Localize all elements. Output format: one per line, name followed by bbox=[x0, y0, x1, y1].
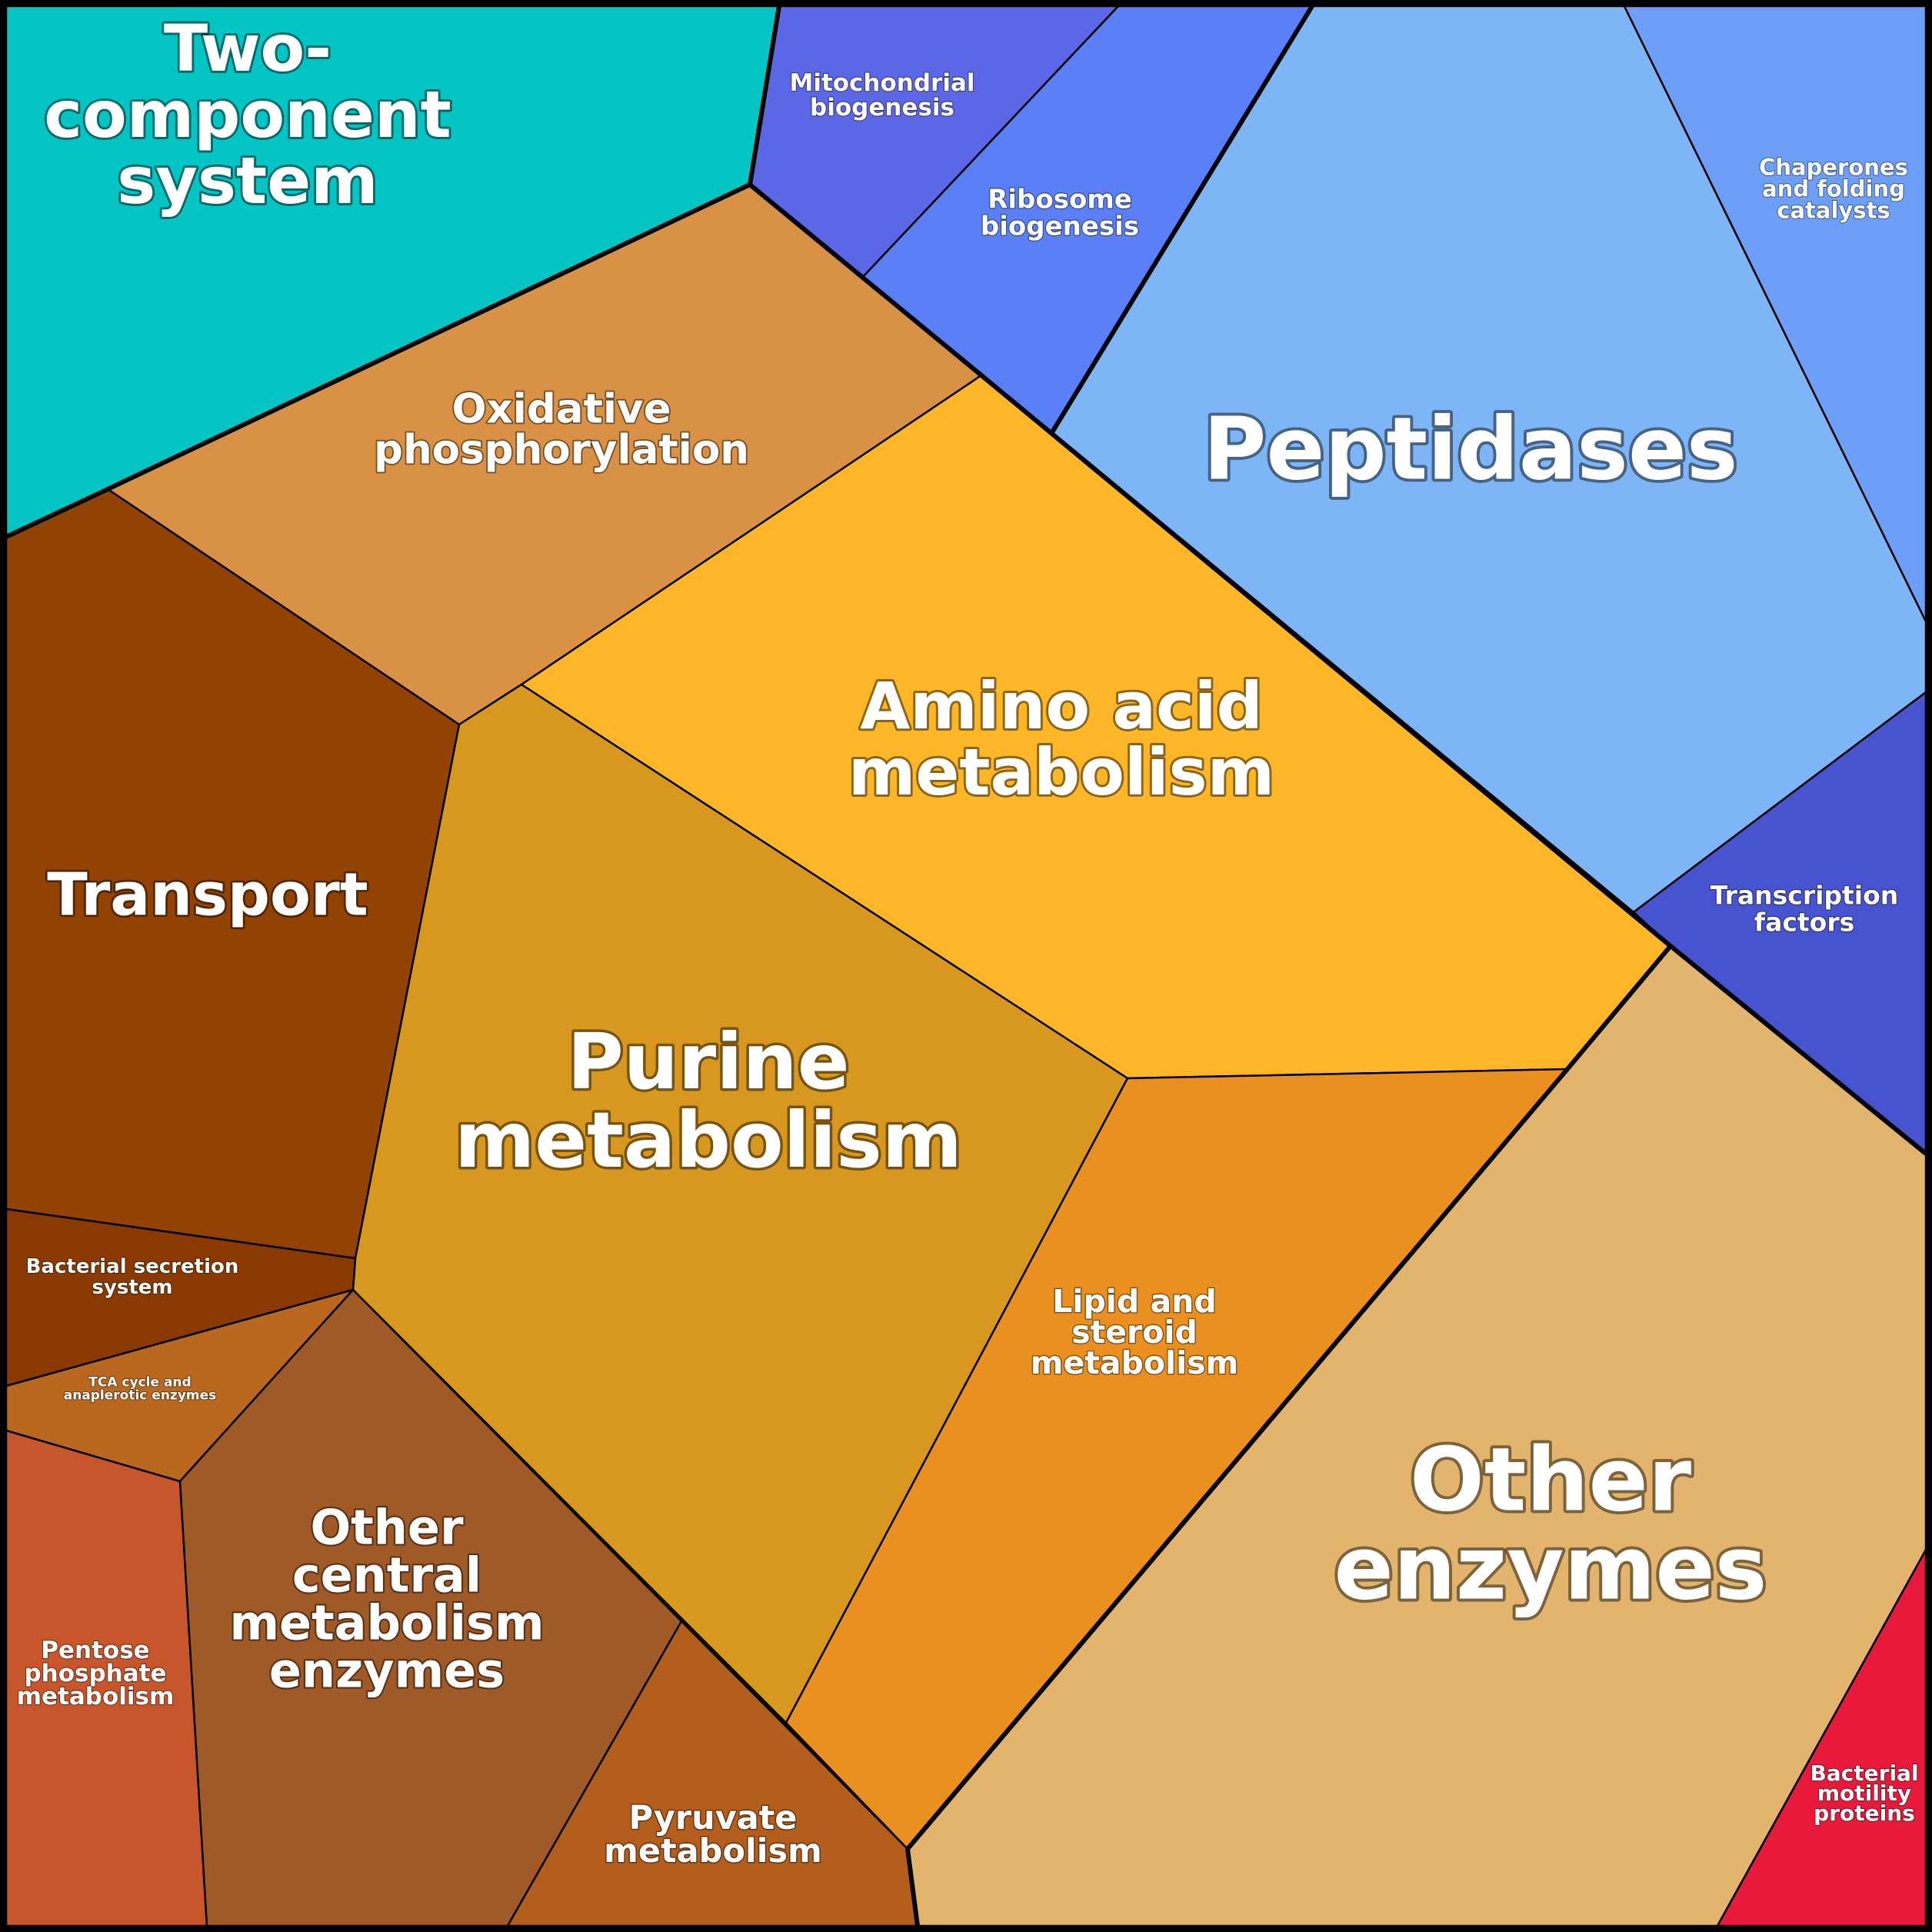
label-line: Ribosome bbox=[988, 185, 1132, 215]
group-border bbox=[1050, 5, 1314, 434]
label-line: Two- bbox=[164, 11, 331, 86]
label-line: metabolism bbox=[455, 1095, 962, 1185]
label-line: system bbox=[92, 1276, 172, 1299]
label-transport: Transport bbox=[47, 861, 368, 930]
label-ribosome: Ribosome biogenesis bbox=[981, 185, 1139, 242]
label-line: Purine bbox=[567, 1017, 849, 1107]
label-line: Pentose bbox=[41, 1637, 149, 1664]
label-line: Transport bbox=[47, 861, 368, 930]
label-line: biogenesis bbox=[981, 212, 1139, 242]
label-pyruvate: Pyruvate metabolism bbox=[604, 1799, 822, 1870]
label-tca: TCA cycle and anaplerotic enzymes bbox=[64, 1375, 217, 1404]
label-line: Mitochondrial bbox=[789, 69, 974, 97]
label-line: and folding bbox=[1762, 175, 1905, 202]
group-border bbox=[905, 944, 1673, 1927]
label-line: metabolism bbox=[17, 1683, 175, 1710]
label-line: Lipid and bbox=[1052, 1283, 1216, 1320]
label-line: metabolism bbox=[848, 734, 1274, 810]
label-line: metabolism bbox=[604, 1832, 822, 1870]
label-line: enzymes bbox=[269, 1642, 505, 1698]
label-line: system bbox=[117, 143, 378, 218]
label-line: central bbox=[292, 1547, 481, 1603]
label-amino: Amino acid metabolism bbox=[848, 668, 1274, 810]
label-line: metabolism bbox=[1031, 1344, 1239, 1381]
label-chaperones: Chaperones and folding catalysts bbox=[1759, 154, 1908, 223]
label-line: TCA cycle and bbox=[88, 1375, 191, 1391]
group-border bbox=[748, 182, 1927, 1156]
label-line: Transcription bbox=[1710, 880, 1899, 910]
label-oxphos: Oxidative phosphorylation bbox=[374, 386, 749, 474]
label-line: steroid bbox=[1071, 1314, 1198, 1351]
label-line: metabolism bbox=[229, 1594, 544, 1651]
label-line: component bbox=[44, 77, 451, 152]
label-line: factors bbox=[1754, 907, 1855, 937]
label-line: Amino acid bbox=[860, 668, 1262, 744]
label-line: biogenesis bbox=[810, 94, 954, 122]
label-line: motility bbox=[1817, 1780, 1911, 1806]
label-line: Bacterial bbox=[1810, 1760, 1918, 1786]
label-mito: Mitochondrial biogenesis bbox=[789, 69, 974, 122]
label-lipid: Lipid and steroid metabolism bbox=[1031, 1283, 1239, 1381]
label-line: catalysts bbox=[1777, 197, 1890, 223]
label-line: anaplerotic enzymes bbox=[64, 1388, 217, 1404]
label-other-central: Other central metabolism enzymes bbox=[229, 1499, 544, 1698]
label-motility: Bacterial motility proteins bbox=[1810, 1760, 1918, 1826]
label-purine: Purine metabolism bbox=[455, 1017, 962, 1185]
label-transcription: Transcription factors bbox=[1710, 880, 1899, 937]
label-line: Other bbox=[1410, 1429, 1691, 1531]
label-pentose: Pentose phosphate metabolism bbox=[17, 1637, 175, 1710]
label-other-enzymes: Other enzymes bbox=[1334, 1429, 1767, 1620]
group-border bbox=[5, 5, 781, 539]
label-bact-secretion: Bacterial secretion system bbox=[26, 1255, 239, 1299]
label-line: Bacterial secretion bbox=[26, 1255, 239, 1278]
label-line: Pyruvate bbox=[629, 1799, 798, 1837]
label-two-component: Two-component system bbox=[44, 11, 451, 218]
label-line: enzymes bbox=[1334, 1517, 1767, 1620]
label-line: Chaperones bbox=[1759, 154, 1908, 180]
label-line: proteins bbox=[1814, 1800, 1915, 1826]
label-line: Peptidases bbox=[1203, 399, 1737, 499]
label-line: phosphorylation bbox=[374, 427, 749, 474]
label-peptidases: Peptidases bbox=[1203, 399, 1737, 499]
label-line: phosphate bbox=[24, 1660, 166, 1687]
label-line: Other bbox=[310, 1499, 464, 1555]
label-line: Oxidative bbox=[451, 386, 671, 433]
